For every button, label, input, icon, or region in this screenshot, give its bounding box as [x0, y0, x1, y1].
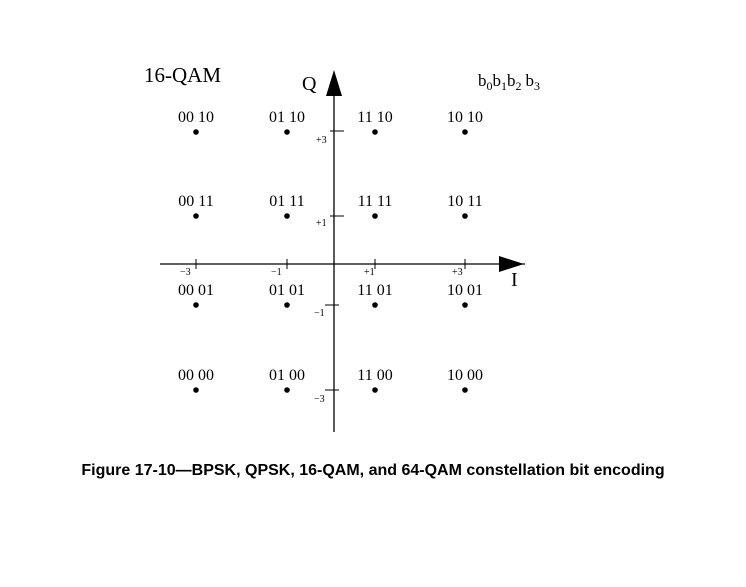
constellation-point — [193, 302, 199, 308]
constellation-point — [462, 302, 468, 308]
point-bits-label: 01 11 — [269, 193, 304, 210]
constellation-point — [193, 213, 199, 219]
constellation-point — [462, 387, 468, 393]
constellation-point — [462, 213, 468, 219]
point-bits-label: 11 10 — [357, 109, 392, 126]
constellation-point — [284, 213, 290, 219]
constellation-points: 00 10 01 10 11 10 10 10 00 11 01 11 11 11 10 11… — [178, 109, 483, 393]
constellation-point — [372, 387, 378, 393]
q-tick-label: −3 — [314, 394, 325, 405]
point-bits-label: 10 10 — [447, 109, 483, 126]
i-tick-label: −3 — [180, 267, 191, 278]
point-bits-label: 01 10 — [269, 109, 305, 126]
constellation-point — [193, 129, 199, 135]
q-tick-label: +3 — [316, 135, 327, 146]
i-axis-arrowhead — [499, 256, 524, 272]
constellation-point — [284, 302, 290, 308]
constellation-point — [462, 129, 468, 135]
q-axis-arrowhead — [326, 70, 342, 96]
point-bits-label: 10 01 — [447, 282, 483, 299]
point-bits-label: 11 01 — [357, 282, 392, 299]
constellation-point — [372, 213, 378, 219]
constellation-point — [284, 129, 290, 135]
i-tick-label: +1 — [364, 267, 375, 278]
point-bits-label: 00 10 — [178, 109, 214, 126]
point-bits-label: 01 00 — [269, 367, 305, 384]
i-tick-label: +3 — [452, 267, 463, 278]
point-bits-label: 11 11 — [358, 193, 393, 210]
point-bits-label: 10 11 — [447, 193, 482, 210]
q-axis-label: Q — [302, 73, 317, 95]
point-bits-label: 00 00 — [178, 367, 214, 384]
diagram-label: 16-QAM — [144, 63, 221, 87]
q-tick-label: −1 — [314, 308, 325, 319]
point-bits-label: 00 11 — [178, 193, 213, 210]
i-axis-label: I — [511, 269, 518, 291]
point-bits-label: 01 01 — [269, 282, 305, 299]
constellation-point — [284, 387, 290, 393]
point-bits-label: 11 00 — [357, 367, 392, 384]
q-tick-label: +1 — [316, 218, 327, 229]
constellation-point — [372, 129, 378, 135]
constellation-point — [193, 387, 199, 393]
i-tick-label: −1 — [271, 267, 282, 278]
constellation-point — [372, 302, 378, 308]
point-bits-label: 10 00 — [447, 367, 483, 384]
point-bits-label: 00 01 — [178, 282, 214, 299]
bit-order-label: b0b1b2 b3 — [478, 71, 540, 93]
figure-caption: Figure 17-10—BPSK, QPSK, 16-QAM, and 64-… — [81, 462, 665, 479]
